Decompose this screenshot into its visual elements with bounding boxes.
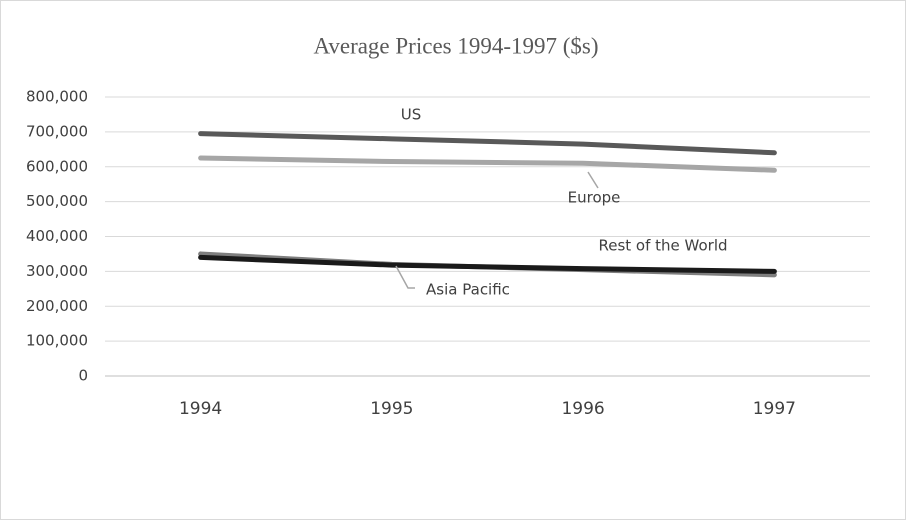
- series-label: Europe: [568, 189, 621, 207]
- y-tick-label: 400,000: [26, 227, 88, 245]
- x-tick-label: 1995: [370, 399, 413, 419]
- leader-line: [587, 171, 599, 189]
- y-tick-label: 0: [78, 367, 88, 385]
- series-label: Rest of the World: [598, 237, 727, 255]
- x-tick-label: 1994: [179, 399, 222, 419]
- series-label: Asia Pacific: [426, 281, 510, 299]
- y-tick-label: 300,000: [26, 262, 88, 280]
- y-tick-label: 700,000: [26, 122, 88, 140]
- y-tick-label: 500,000: [26, 192, 88, 210]
- x-tick-label: 1997: [753, 399, 796, 419]
- y-tick-label: 200,000: [26, 297, 88, 315]
- series-line: [198, 254, 777, 274]
- y-tick-label: 600,000: [26, 157, 88, 175]
- y-tick-label: 800,000: [26, 88, 88, 106]
- series-label: US: [401, 106, 422, 124]
- x-tick-label: 1996: [561, 399, 604, 419]
- y-tick-label: 100,000: [26, 332, 88, 350]
- leader-line: [395, 265, 415, 289]
- series-line: [198, 131, 777, 156]
- chart-title: Average Prices 1994-1997 ($s): [313, 33, 598, 58]
- series-line: [198, 155, 777, 173]
